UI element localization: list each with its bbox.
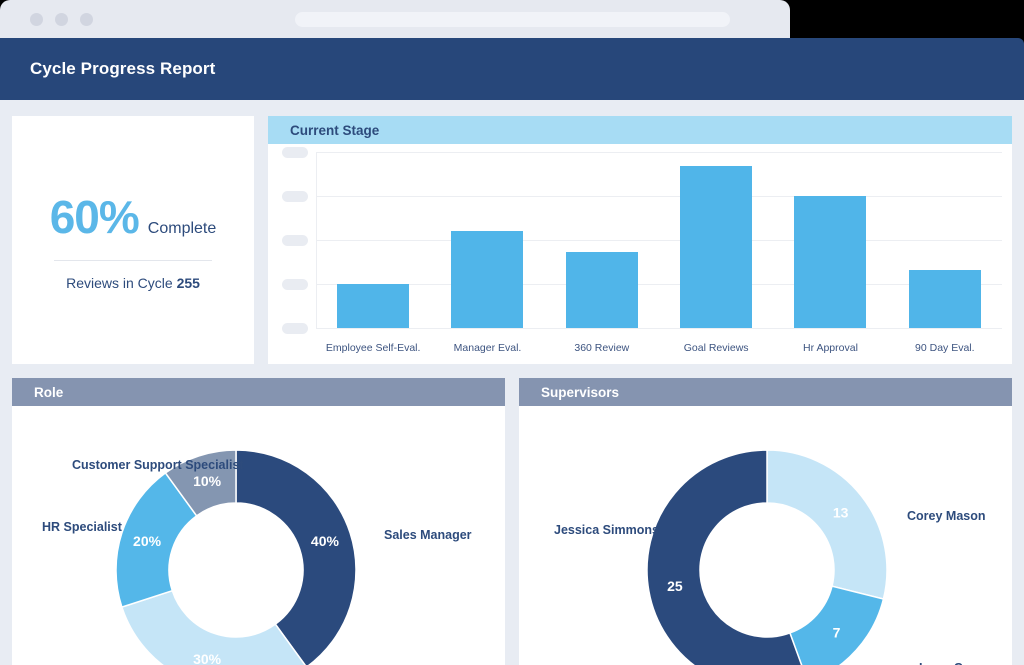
gridline	[316, 284, 1002, 285]
slice-name-label: Corey Mason	[907, 509, 986, 523]
bottom-row: Role 40% 30% 20% 10% Sales Manager HR Special…	[12, 378, 1012, 665]
window-close-dot[interactable]	[30, 13, 43, 26]
progress-stat-line: 60% Complete	[50, 190, 217, 244]
bar-series	[316, 152, 1002, 328]
slice-name-label: Sales Manager	[384, 528, 472, 542]
donut-svg: 13 7 25	[646, 449, 888, 665]
bar-column[interactable]	[659, 152, 773, 328]
donut-slice[interactable]	[120, 589, 307, 665]
role-title: Role	[34, 384, 64, 400]
window-minimize-dot[interactable]	[55, 13, 68, 26]
slice-value-label: 7	[833, 625, 841, 641]
y-tick-placeholder	[282, 279, 308, 290]
reviews-in-cycle: Reviews in Cycle 255	[66, 275, 200, 291]
x-axis-label: 90 Day Eval.	[915, 342, 975, 354]
donut-slice[interactable]	[766, 449, 888, 600]
slice-value-label: 13	[833, 504, 849, 520]
slice-value-label: 40%	[311, 533, 340, 549]
bar[interactable]	[337, 284, 410, 328]
bar-column[interactable]	[316, 152, 430, 328]
current-stage-chart: Employee Self-Eval. Manager Eval. 360 Revi…	[268, 144, 1012, 364]
role-donut-chart: 40% 30% 20% 10% Sales Manager HR Specialist Cu…	[12, 406, 505, 665]
app-header: Cycle Progress Report	[0, 38, 1024, 100]
slice-value-label: 20%	[133, 533, 162, 549]
progress-stat-card: 60% Complete Reviews in Cycle 255	[12, 116, 254, 364]
slice-name-label: Jessica Simmons	[554, 523, 659, 537]
x-axis-label: Goal Reviews	[683, 342, 749, 354]
slice-value-label: 10%	[193, 473, 222, 489]
bar-column[interactable]	[430, 152, 544, 328]
slice-name-label: HR Specialist	[42, 520, 122, 534]
bar[interactable]	[565, 252, 638, 328]
page-title: Cycle Progress Report	[30, 59, 216, 78]
bar[interactable]	[680, 166, 753, 328]
x-axis-labels: Employee Self-Eval. Manager Eval. 360 Revi…	[316, 342, 1002, 354]
donut-slice[interactable]	[164, 449, 237, 517]
progress-percent: 60%	[49, 190, 140, 243]
reviews-in-cycle-label: Reviews in Cycle	[66, 274, 173, 291]
progress-percent-label: Complete	[147, 219, 217, 237]
y-tick-placeholder	[282, 235, 308, 246]
donut-slice[interactable]	[788, 585, 885, 665]
bar-plot-area	[316, 152, 1002, 329]
y-tick-placeholder	[282, 147, 308, 158]
gridline	[316, 196, 1002, 197]
role-card: Role 40% 30% 20% 10% Sales Manager HR Special…	[12, 378, 505, 665]
y-tick-placeholder	[282, 191, 308, 202]
supervisors-title: Supervisors	[541, 384, 620, 400]
bar[interactable]	[794, 196, 867, 328]
window-controls	[30, 13, 93, 26]
donut-slice[interactable]	[646, 449, 808, 665]
bar[interactable]	[451, 231, 524, 328]
bar-column[interactable]	[545, 152, 659, 328]
gridline	[316, 240, 1002, 241]
address-bar[interactable]	[295, 12, 730, 27]
x-axis-label: Manager Eval.	[453, 342, 522, 354]
browser-chrome	[0, 0, 790, 38]
gridline	[316, 152, 1002, 153]
current-stage-card: Current Stage Employee Self-Eval. Manager…	[268, 116, 1012, 364]
x-axis-label: Employee Self-Eval.	[325, 342, 421, 354]
donut-svg: 40% 30% 20% 10%	[115, 449, 357, 665]
x-axis-label: Hr Approval	[803, 342, 858, 354]
slice-name-label: Customer Support Specialist	[72, 458, 244, 472]
gridline	[316, 328, 1002, 329]
current-stage-header: Current Stage	[268, 116, 1012, 144]
slice-value-label: 25	[667, 578, 683, 594]
donut-slice[interactable]	[235, 449, 357, 665]
slice-name-label: Isaac Cross	[919, 661, 989, 665]
page-body: 60% Complete Reviews in Cycle 255 Curren…	[0, 100, 1024, 665]
slice-value-label: 30%	[193, 651, 222, 665]
bar-column[interactable]	[888, 152, 1002, 328]
supervisors-header: Supervisors	[519, 378, 1012, 406]
current-stage-title: Current Stage	[290, 122, 380, 138]
stat-divider	[54, 259, 212, 261]
supervisors-donut-chart: 13 7 25 Corey Mason Isaac Cross Jessica Simmo…	[519, 406, 1012, 665]
reviews-in-cycle-value: 255	[176, 274, 200, 291]
bar[interactable]	[908, 269, 981, 328]
x-axis-label: 360 Review	[574, 342, 630, 354]
bar-column[interactable]	[773, 152, 887, 328]
top-row: 60% Complete Reviews in Cycle 255 Curren…	[12, 116, 1012, 364]
window-maximize-dot[interactable]	[80, 13, 93, 26]
role-header: Role	[12, 378, 505, 406]
y-tick-placeholder	[282, 323, 308, 334]
supervisors-card: Supervisors 13 7 25 Corey Mason Isaac Cross J…	[519, 378, 1012, 665]
